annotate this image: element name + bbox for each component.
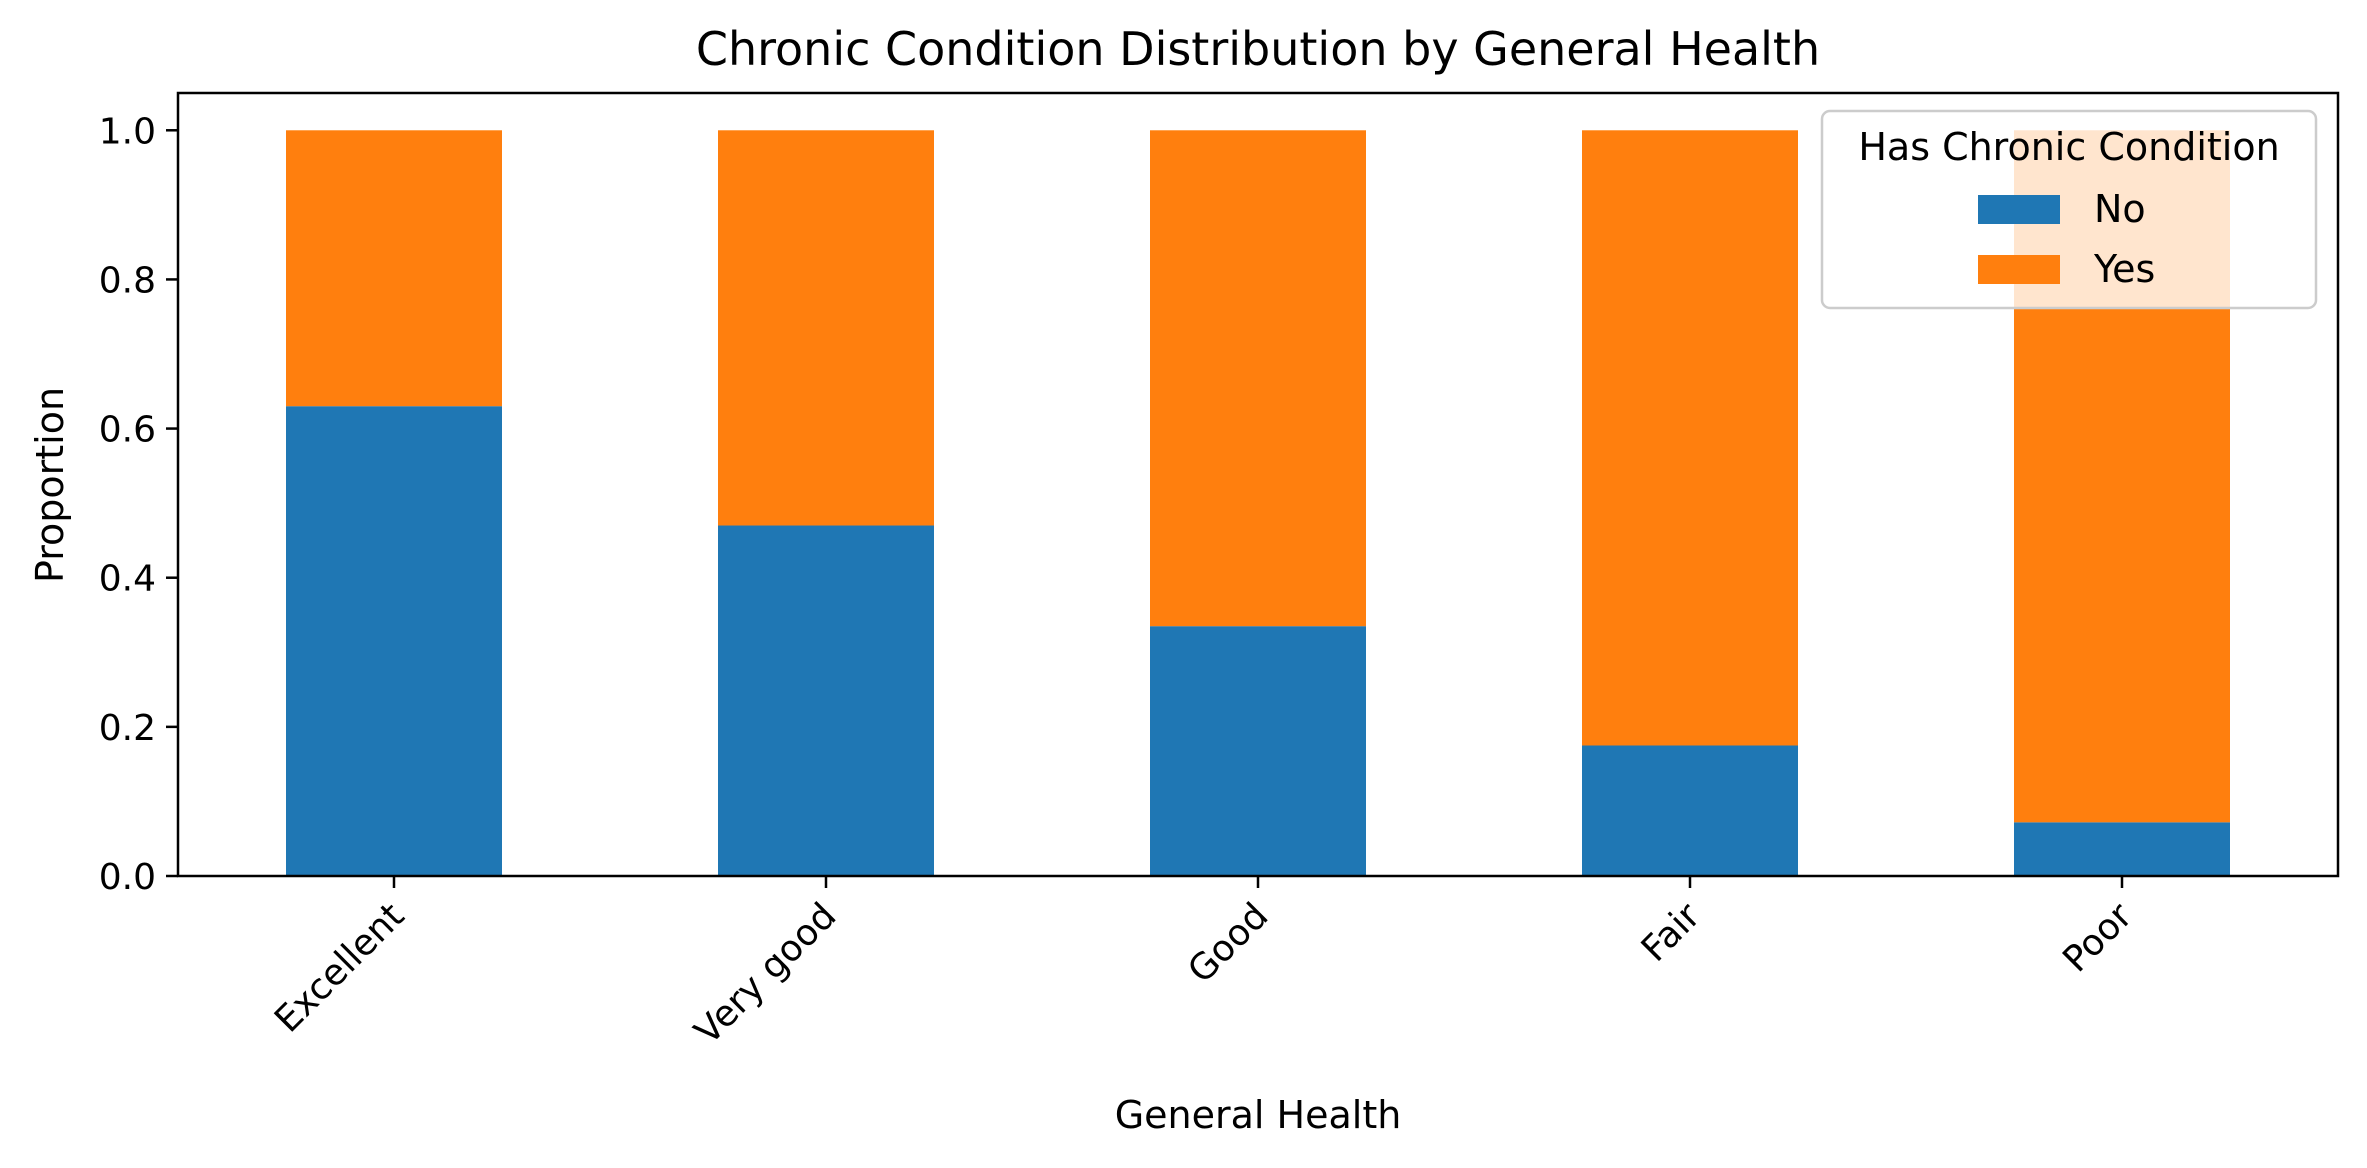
x-tick-label-good: Good <box>1180 895 1276 991</box>
y-axis: 0.0 0.2 0.4 0.6 0.8 1.0 <box>99 111 178 898</box>
bars-group <box>286 130 2230 876</box>
bar-excellent-no <box>286 406 502 876</box>
bar-very-good-no <box>718 525 934 876</box>
x-tick-label-fair: Fair <box>1634 895 1709 970</box>
bar-very-good-yes <box>718 130 934 526</box>
y-tick-label: 0.6 <box>99 410 156 451</box>
y-tick-label: 1.0 <box>99 111 156 152</box>
x-tick-label-very-good: Very good <box>687 895 844 1052</box>
y-axis-label: Proportion <box>28 387 72 583</box>
x-axis: Excellent Very good Good Fair Poor <box>267 876 2141 1053</box>
bar-excellent-yes <box>286 130 502 407</box>
y-tick-label: 0.0 <box>99 857 156 898</box>
chart-title: Chronic Condition Distribution by Genera… <box>696 22 1820 76</box>
legend-title: Has Chronic Condition <box>1858 125 2279 169</box>
legend-box <box>1820 109 2318 310</box>
bar-fair-yes <box>1582 130 1798 746</box>
legend-swatch-yes <box>1978 255 2060 284</box>
legend-label-yes: Yes <box>2093 247 2155 291</box>
bar-fair-no <box>1582 745 1798 876</box>
bar-good-no <box>1150 626 1366 876</box>
legend[interactable]: Has Chronic Condition No Yes <box>1820 109 2318 310</box>
legend-swatch-no <box>1978 195 2060 224</box>
y-tick-label: 0.2 <box>99 708 156 749</box>
legend-label-no: No <box>2094 187 2146 231</box>
y-tick-label: 0.4 <box>99 559 156 600</box>
x-axis-label: General Health <box>1115 1093 1402 1137</box>
x-tick-label-excellent: Excellent <box>267 895 412 1040</box>
x-tick-label-poor: Poor <box>2055 895 2140 980</box>
y-tick-label: 0.8 <box>99 260 156 301</box>
bar-poor-no <box>2014 822 2230 876</box>
bar-good-yes <box>1150 130 1366 627</box>
